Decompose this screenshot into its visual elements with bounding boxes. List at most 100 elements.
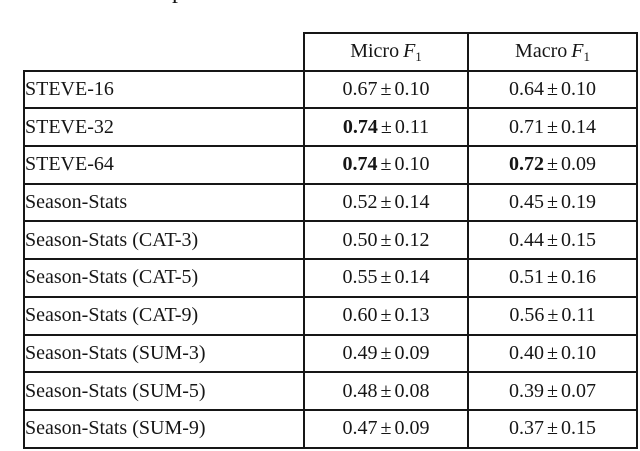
row-label: Season-Stats (SUM-5) xyxy=(23,371,305,411)
std-value: 0.14 xyxy=(394,266,430,289)
micro-f1-value: 0.67 ±0.10 xyxy=(303,69,469,110)
mean-value: 0.39 xyxy=(509,379,544,402)
caption-fragment: p xyxy=(172,0,186,4)
plus-minus-symbol: ± xyxy=(547,115,558,138)
table-row: STEVE-64 0.74 ±0.10 0.72 ±0.09 xyxy=(23,145,638,185)
mean-value: 0.49 xyxy=(342,341,378,364)
std-value: 0.11 xyxy=(561,304,596,327)
caption-fragment-glyph: p xyxy=(172,0,184,3)
mean-value: 0.48 xyxy=(342,379,378,402)
mean-value: 0.37 xyxy=(509,417,544,440)
std-value: 0.11 xyxy=(394,115,430,138)
plus-minus-symbol: ± xyxy=(380,379,392,402)
macro-f1-value: 0.45 ±0.19 xyxy=(467,182,638,223)
micro-f1-value: 0.60 ±0.13 xyxy=(303,295,469,336)
plus-minus-symbol: ± xyxy=(547,191,558,214)
plus-minus-symbol: ± xyxy=(547,78,558,101)
mean-value: 0.55 xyxy=(342,266,378,289)
plus-minus-symbol: ± xyxy=(547,379,558,402)
std-value: 0.16 xyxy=(560,266,596,289)
col-header-macro-label: Macro xyxy=(515,40,568,63)
macro-f1-value: 0.37 ±0.15 xyxy=(467,408,638,449)
macro-f1-value: 0.72 ±0.09 xyxy=(467,145,638,185)
std-value: 0.13 xyxy=(394,304,430,327)
mean-value: 0.56 xyxy=(509,304,545,327)
micro-f1-value: 0.48 ±0.08 xyxy=(303,371,469,411)
mean-value: 0.74 xyxy=(342,115,378,138)
header-empty-cell xyxy=(24,33,304,71)
micro-f1-value: 0.50 ±0.12 xyxy=(303,220,469,261)
micro-f1-value: 0.74 ±0.11 xyxy=(303,107,469,148)
mean-value: 0.74 xyxy=(342,153,378,176)
plus-minus-symbol: ± xyxy=(547,228,558,251)
micro-f1-value: 0.47 ±0.09 xyxy=(303,408,469,449)
mean-value: 0.52 xyxy=(342,191,378,214)
micro-f1-value: 0.52 ±0.14 xyxy=(303,182,469,223)
table-row: STEVE-16 0.67 ±0.10 0.64 ±0.10 xyxy=(23,69,638,110)
col-header-micro-f1: Micro F1 xyxy=(303,32,469,72)
row-label: Season-Stats (SUM-3) xyxy=(23,333,305,374)
plus-minus-symbol: ± xyxy=(380,341,392,364)
mean-value: 0.60 xyxy=(342,304,378,327)
table-row: STEVE-32 0.74 ±0.11 0.71 ±0.14 xyxy=(23,107,638,148)
std-value: 0.15 xyxy=(560,417,596,440)
results-table: Micro F1 Macro F 1 STEVE-16 0.67 ±0.10 0.64 ±… xyxy=(23,32,638,449)
mean-value: 0.40 xyxy=(509,341,544,364)
macro-f1-value: 0.64 ±0.10 xyxy=(467,69,638,110)
std-value: 0.09 xyxy=(560,153,596,176)
plus-minus-symbol: ± xyxy=(380,153,392,176)
std-value: 0.09 xyxy=(394,417,430,440)
table-row: Season-Stats (SUM-3) 0.49 ±0.09 0.40 ±0.10 xyxy=(23,333,638,374)
macro-f1-value: 0.51 ±0.16 xyxy=(467,258,638,298)
mean-value: 0.45 xyxy=(509,191,544,214)
plus-minus-symbol: ± xyxy=(380,115,392,138)
macro-f1-value: 0.44 ±0.15 xyxy=(467,220,638,261)
plus-minus-symbol: ± xyxy=(380,266,392,289)
std-value: 0.08 xyxy=(394,379,430,402)
row-label: Season-Stats (CAT-9) xyxy=(23,295,305,336)
f1-variable: F xyxy=(571,40,584,63)
table-row: Season-Stats (CAT-5) 0.55 ±0.14 0.51 ±0.16 xyxy=(23,258,638,298)
std-value: 0.10 xyxy=(394,153,430,176)
std-value: 0.07 xyxy=(560,379,596,402)
table-row: Season-Stats (SUM-5) 0.48 ±0.08 0.39 ±0.07 xyxy=(23,371,638,411)
plus-minus-symbol: ± xyxy=(547,153,558,176)
mean-value: 0.44 xyxy=(509,228,544,251)
row-label: Season-Stats xyxy=(23,182,305,223)
row-label: Season-Stats (SUM-9) xyxy=(23,408,305,449)
std-value: 0.10 xyxy=(560,78,596,101)
mean-value: 0.67 xyxy=(342,78,378,101)
plus-minus-symbol: ± xyxy=(547,304,559,327)
table-row: Season-Stats (CAT-3) 0.50 ±0.12 0.44 ±0.15 xyxy=(23,220,638,261)
std-value: 0.15 xyxy=(560,228,596,251)
f1-subscript: 1 xyxy=(415,49,422,65)
plus-minus-symbol: ± xyxy=(547,417,558,440)
table-row: Season-Stats (CAT-9) 0.60 ±0.13 0.56 ±0.11 xyxy=(23,295,638,336)
plus-minus-symbol: ± xyxy=(380,228,392,251)
mean-value: 0.71 xyxy=(509,115,544,138)
std-value: 0.12 xyxy=(394,228,430,251)
macro-f1-value: 0.40 ±0.10 xyxy=(467,333,638,374)
col-header-micro-label: Micro xyxy=(350,40,400,63)
std-value: 0.10 xyxy=(560,341,596,364)
macro-f1-value: 0.56 ±0.11 xyxy=(467,295,638,336)
mean-value: 0.72 xyxy=(509,153,544,176)
plus-minus-symbol: ± xyxy=(547,266,558,289)
std-value: 0.14 xyxy=(394,191,430,214)
header-row: Micro F1 Macro F 1 xyxy=(24,32,638,72)
plus-minus-symbol: ± xyxy=(547,341,558,364)
std-value: 0.10 xyxy=(394,78,430,101)
std-value: 0.19 xyxy=(560,191,596,214)
table-row: Season-Stats (SUM-9) 0.47 ±0.09 0.37 ±0.15 xyxy=(23,408,638,449)
mean-value: 0.50 xyxy=(342,228,378,251)
plus-minus-symbol: ± xyxy=(380,304,392,327)
plus-minus-symbol: ± xyxy=(380,191,392,214)
micro-f1-value: 0.55 ±0.14 xyxy=(303,258,469,298)
plus-minus-symbol: ± xyxy=(380,78,392,101)
micro-f1-value: 0.49 ±0.09 xyxy=(303,333,469,374)
mean-value: 0.47 xyxy=(342,417,378,440)
macro-f1-value: 0.39 ±0.07 xyxy=(467,371,638,411)
table-row: Season-Stats 0.52 ±0.14 0.45 ±0.19 xyxy=(23,182,638,223)
micro-f1-value: 0.74 ±0.10 xyxy=(303,145,469,185)
